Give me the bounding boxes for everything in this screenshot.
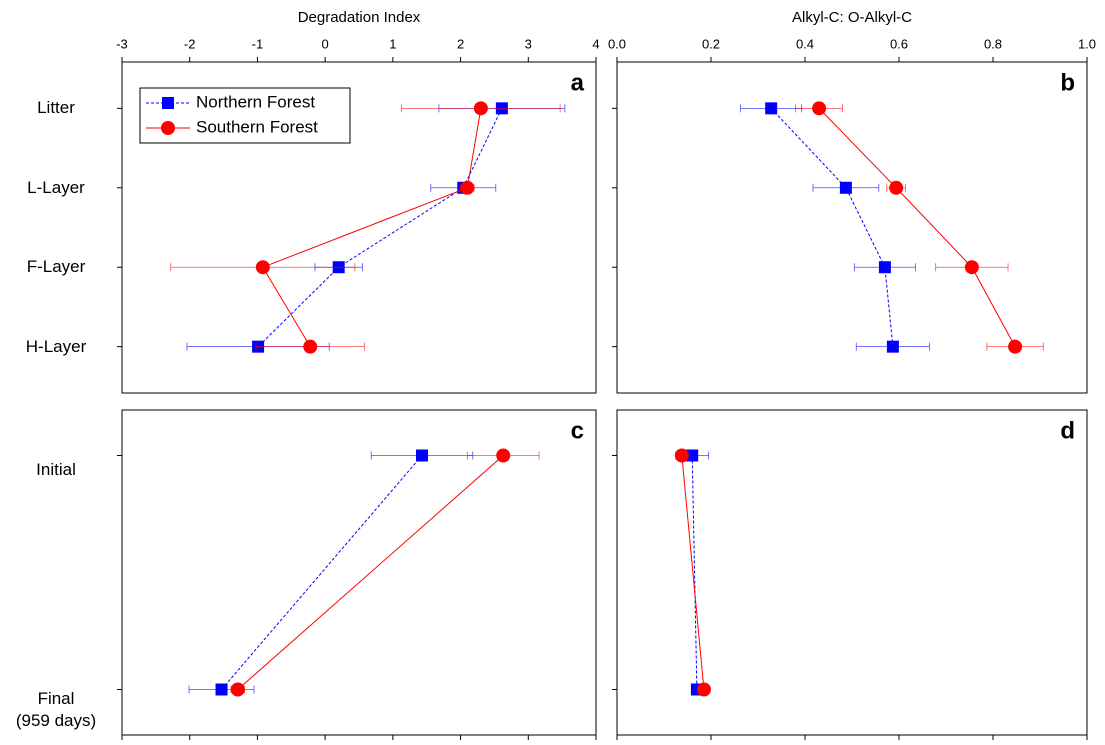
legend-box: [139, 87, 351, 144]
x-tick-label: 0.8: [984, 36, 1002, 51]
x-tick-label: 1: [389, 36, 396, 51]
x-tick-label: 2: [457, 36, 464, 51]
y-tick-label: H-Layer: [25, 336, 87, 356]
series-line: [818, 107, 1016, 347]
marker: [696, 682, 711, 697]
marker: [460, 180, 475, 195]
y-tick-label: F-Layer: [26, 257, 86, 277]
plot-frame: [616, 61, 1088, 394]
plot-frame: [121, 61, 597, 394]
series-line: [221, 455, 423, 690]
panel-label: d: [1060, 417, 1075, 444]
series-line: [257, 108, 503, 348]
x-axis-title: Degradation Index: [298, 9, 421, 26]
panel-label: c: [571, 417, 584, 444]
series-line: [770, 107, 894, 347]
panel-label: a: [571, 69, 585, 96]
x-tick-label: 0.6: [890, 36, 908, 51]
marker: [1008, 339, 1023, 354]
marker: [674, 448, 689, 463]
marker: [415, 449, 428, 462]
marker: [496, 448, 511, 463]
y-tick-label: Final (959 days): [15, 688, 97, 730]
marker: [303, 339, 318, 354]
x-tick-label: 0.0: [608, 36, 626, 51]
marker: [255, 260, 270, 275]
y-tick-label: L-Layer: [27, 177, 85, 197]
x-tick-label: -2: [184, 36, 196, 51]
legend-label: Northern Forest: [196, 92, 315, 111]
x-tick-label: 4: [592, 36, 599, 51]
x-tick-label: 3: [525, 36, 532, 51]
x-tick-label: -3: [116, 36, 128, 51]
marker: [686, 449, 699, 462]
series-line: [681, 455, 705, 690]
x-tick-label: 0.2: [702, 36, 720, 51]
x-tick-label: 0: [322, 36, 329, 51]
plot-frame: [616, 409, 1088, 736]
x-tick-label: 1.0: [1078, 36, 1096, 51]
marker: [889, 180, 904, 195]
marker: [765, 102, 778, 115]
series-line: [237, 455, 504, 690]
x-axis-title: Alkyl-C: O-Alkyl-C: [792, 9, 912, 26]
marker: [162, 97, 174, 109]
marker: [230, 682, 245, 697]
marker: [812, 101, 827, 116]
series-line: [262, 108, 482, 347]
legend-label: Southern Forest: [196, 117, 318, 136]
marker: [473, 101, 488, 116]
marker: [886, 340, 899, 353]
series-line: [691, 455, 698, 690]
marker: [215, 683, 228, 696]
plot-frame: [121, 409, 597, 736]
x-tick-label: -1: [252, 36, 264, 51]
marker: [839, 181, 852, 194]
panel-label: b: [1060, 69, 1075, 96]
marker: [964, 260, 979, 275]
marker: [878, 261, 891, 274]
marker: [161, 121, 175, 135]
x-tick-label: 0.4: [796, 36, 814, 51]
y-tick-label: Litter: [37, 98, 75, 118]
y-tick-label: Initial: [36, 459, 76, 479]
